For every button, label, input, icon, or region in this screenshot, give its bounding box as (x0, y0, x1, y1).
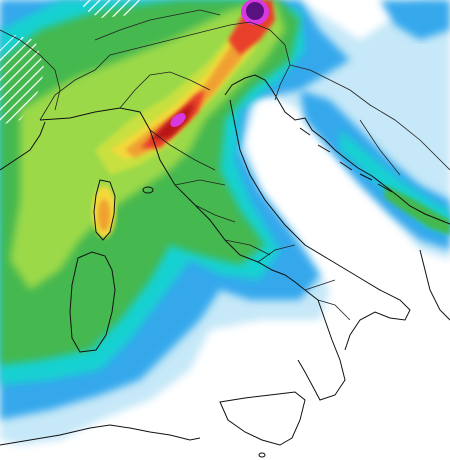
precip-corsica-orange (98, 199, 110, 231)
italy-west-coast (39, 107, 346, 401)
elba-coast (142, 186, 154, 194)
regional-borders (119, 71, 351, 321)
hatched-area (0, 35, 45, 125)
malta-coast (258, 452, 266, 458)
albania-coast (419, 249, 450, 321)
precip-ne-blue (380, 0, 450, 40)
precip-yellow-zone (110, 18, 262, 160)
precip-magenta-core (170, 113, 186, 127)
precipitation-field (0, 0, 450, 445)
north-adriatic-coast (224, 74, 279, 101)
corsica-coast (93, 179, 116, 241)
balkan-borders (289, 64, 450, 176)
france-border (0, 29, 61, 111)
croatian-islands (299, 127, 393, 193)
sicily-coast (219, 391, 306, 446)
italy-east-coast (229, 99, 411, 351)
precip-alps-purple (246, 2, 264, 20)
croatia-coast (277, 99, 450, 225)
precip-orange-zone (125, 25, 258, 158)
africa-coast (0, 424, 201, 446)
hatched-area-top (80, 0, 140, 18)
sardinia-coast (69, 251, 116, 353)
alps-border (39, 21, 291, 121)
french-coast (0, 121, 46, 171)
swiss-border (94, 9, 221, 41)
borders (0, 9, 450, 321)
coastlines (0, 74, 450, 458)
